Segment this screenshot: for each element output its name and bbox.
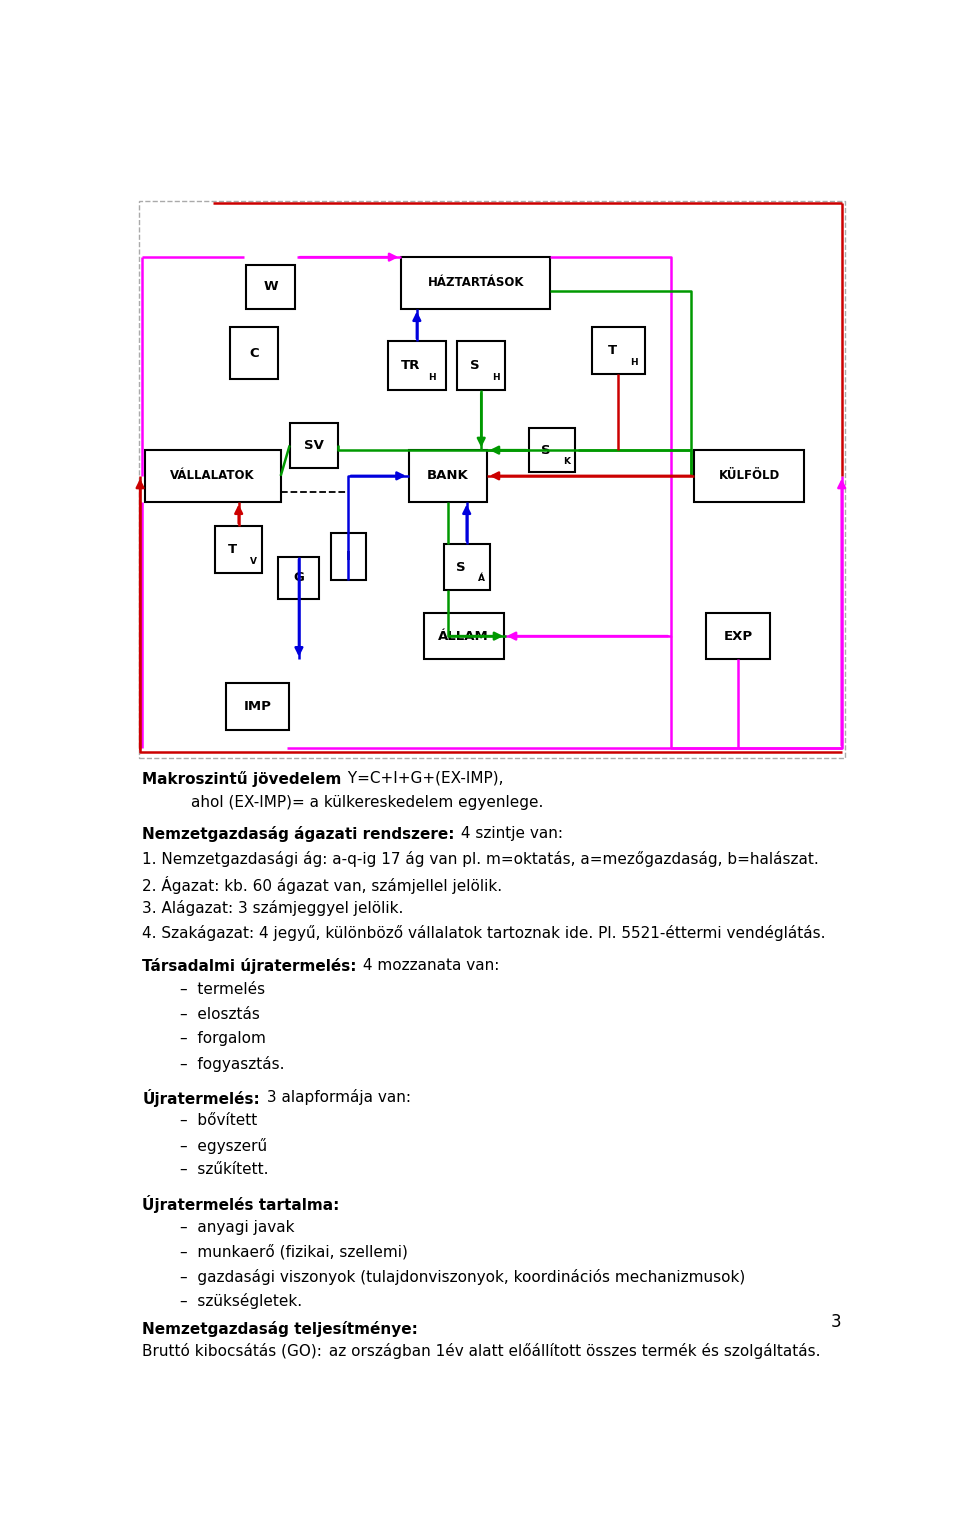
Text: V: V <box>250 557 257 565</box>
Bar <box>215 526 262 573</box>
Text: 4 szintje van:: 4 szintje van: <box>456 825 564 840</box>
Text: 3. Alágazat: 3 számjeggyel jelölik.: 3. Alágazat: 3 számjeggyel jelölik. <box>142 901 404 916</box>
Text: BANK: BANK <box>427 469 468 483</box>
Text: –  egyszerű: – egyszerű <box>180 1138 267 1154</box>
Text: –  bővített: – bővített <box>180 1113 256 1129</box>
Text: S: S <box>456 561 466 574</box>
Text: SV: SV <box>304 439 324 453</box>
Text: Újratermelés tartalma:: Újratermelés tartalma: <box>142 1195 340 1214</box>
Text: EXP: EXP <box>723 629 753 643</box>
Bar <box>226 684 289 729</box>
Text: TR: TR <box>401 360 420 372</box>
Text: Nemzetgazdaság teljesítménye:: Nemzetgazdaság teljesítménye: <box>142 1322 419 1338</box>
Text: T: T <box>228 544 237 556</box>
Bar <box>247 266 295 308</box>
Text: T: T <box>608 345 617 357</box>
Text: –  fogyasztás.: – fogyasztás. <box>180 1056 284 1072</box>
Text: –  szükségletek.: – szükségletek. <box>180 1294 301 1309</box>
Text: HÁZTARTÁSOK: HÁZTARTÁSOK <box>427 276 524 289</box>
Text: ÁLLAM: ÁLLAM <box>439 629 489 643</box>
Bar <box>330 533 366 580</box>
Text: ahol (EX-IMP)= a külkereskedelem egyenlege.: ahol (EX-IMP)= a külkereskedelem egyenle… <box>191 794 543 810</box>
Text: I: I <box>346 550 350 564</box>
Bar <box>423 612 504 659</box>
Text: H: H <box>428 374 436 383</box>
Bar <box>138 201 846 758</box>
Bar <box>694 450 804 501</box>
Text: W: W <box>263 281 278 293</box>
Bar <box>145 450 280 501</box>
Text: –  szűkített.: – szűkített. <box>180 1162 268 1177</box>
Bar <box>444 544 490 591</box>
Text: H: H <box>630 358 637 368</box>
Bar <box>529 428 575 472</box>
Text: KÜLFÖLD: KÜLFÖLD <box>719 469 780 483</box>
Text: –  munkaerő (fizikai, szellemi): – munkaerő (fizikai, szellemi) <box>180 1244 407 1259</box>
Text: Újratermelés:: Újratermelés: <box>142 1089 260 1107</box>
Text: –  termelés: – termelés <box>180 983 265 998</box>
Text: 1. Nemzetgazdasági ág: a-q-ig 17 ág van pl. m=oktatás, a=mezőgazdaság, b=halásza: 1. Nemzetgazdasági ág: a-q-ig 17 ág van … <box>142 851 819 867</box>
Bar <box>290 424 338 468</box>
Text: IMP: IMP <box>243 700 272 712</box>
Text: –  elosztás: – elosztás <box>180 1007 259 1022</box>
Text: 3: 3 <box>831 1312 842 1331</box>
Text: C: C <box>250 346 259 360</box>
Text: –  forgalom: – forgalom <box>180 1031 265 1047</box>
Text: az országban 1év alatt előállított összes termék és szolgáltatás.: az országban 1év alatt előállított össze… <box>324 1343 820 1358</box>
Text: –  gazdasági viszonyok (tulajdonviszonyok, koordinációs mechanizmusok): – gazdasági viszonyok (tulajdonviszonyok… <box>180 1268 745 1285</box>
Bar <box>592 327 644 374</box>
Text: Á: Á <box>478 574 485 583</box>
Text: VÁLLALATOK: VÁLLALATOK <box>170 469 255 483</box>
Text: S: S <box>541 444 551 457</box>
Text: Y=C+I+G+(EX-IMP),: Y=C+I+G+(EX-IMP), <box>343 770 504 785</box>
Text: H: H <box>492 374 500 383</box>
Text: 2. Ágazat: kb. 60 ágazat van, számjellel jelölik.: 2. Ágazat: kb. 60 ágazat van, számjellel… <box>142 876 502 893</box>
Text: 4 mozzanata van:: 4 mozzanata van: <box>358 958 500 972</box>
Bar <box>707 612 770 659</box>
Text: S: S <box>470 360 480 372</box>
Bar <box>388 342 445 390</box>
Text: K: K <box>564 457 570 466</box>
Text: 4. Szakágazat: 4 jegyű, különböző vállalatok tartoznak ide. Pl. 5521-éttermi ven: 4. Szakágazat: 4 jegyű, különböző vállal… <box>142 925 826 940</box>
Bar <box>230 327 278 378</box>
Bar <box>278 556 320 598</box>
Bar <box>401 257 550 308</box>
Bar <box>409 450 487 501</box>
Text: Nemzetgazdaság ágazati rendszere:: Nemzetgazdaság ágazati rendszere: <box>142 825 455 842</box>
Text: 3 alapformája van:: 3 alapformája van: <box>261 1089 411 1104</box>
Text: Bruttó kibocsátás (GO):: Bruttó kibocsátás (GO): <box>142 1343 323 1358</box>
Bar <box>457 342 505 390</box>
Text: Társadalmi újratermelés:: Társadalmi újratermelés: <box>142 958 357 974</box>
Text: G: G <box>294 571 304 585</box>
Text: Makroszintű jövedelem: Makroszintű jövedelem <box>142 770 342 787</box>
Text: –  anyagi javak: – anyagi javak <box>180 1220 294 1235</box>
